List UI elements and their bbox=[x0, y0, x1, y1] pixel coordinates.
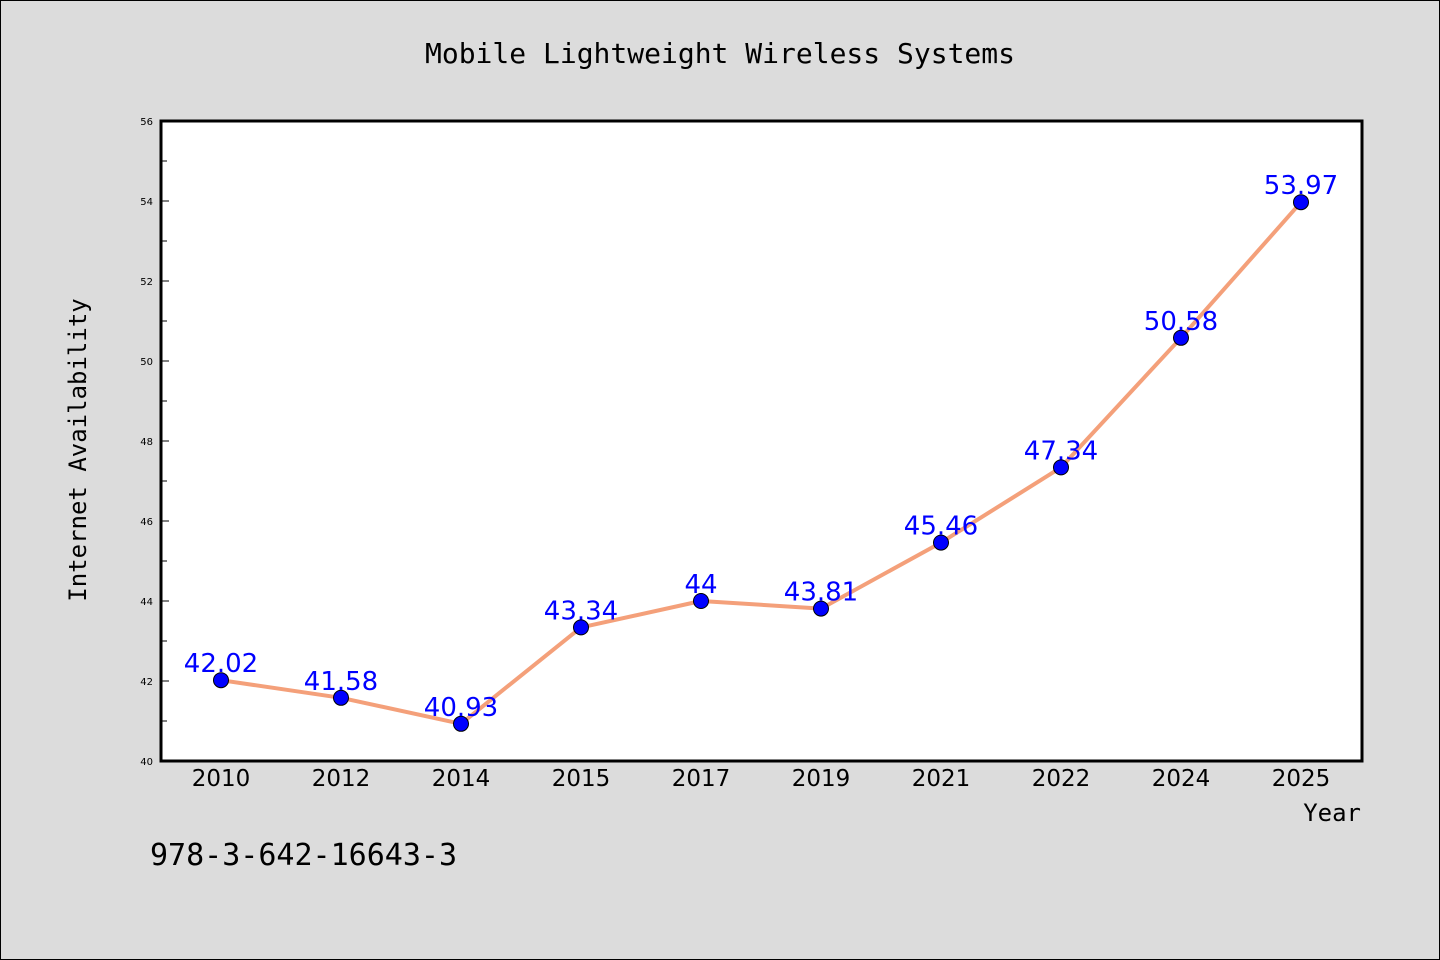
data-label: 53.97 bbox=[1264, 171, 1338, 201]
x-tick-label: 2012 bbox=[312, 766, 371, 792]
x-axis-ticks: 2010 2012 2014 2015 2017 2019 2021 2022 2024 2025 bbox=[192, 766, 1331, 792]
x-tick-label: 2015 bbox=[552, 766, 611, 792]
x-tick-label: 2025 bbox=[1272, 766, 1331, 792]
y-tick-label: 44 bbox=[140, 597, 153, 608]
x-tick-label: 2022 bbox=[1032, 766, 1091, 792]
y-axis-ticks: 40 42 44 46 48 50 52 54 56 bbox=[140, 117, 169, 768]
y-tick-label: 48 bbox=[140, 437, 153, 448]
data-label: 44 bbox=[684, 570, 717, 600]
data-point bbox=[453, 715, 469, 732]
y-tick-label: 46 bbox=[140, 517, 153, 528]
x-tick-label: 2024 bbox=[1152, 766, 1211, 792]
data-point bbox=[1053, 459, 1069, 476]
data-label: 43.34 bbox=[544, 596, 618, 626]
data-label: 43.81 bbox=[784, 578, 858, 608]
y-tick-label: 56 bbox=[140, 117, 153, 128]
chart-title: Mobile Lightweight Wireless Systems bbox=[425, 37, 1015, 70]
plot-area bbox=[159, 119, 1364, 763]
y-tick-label: 52 bbox=[140, 277, 153, 288]
data-label: 42.02 bbox=[184, 649, 258, 679]
y-axis-title: Internet Availability bbox=[64, 298, 92, 601]
data-point bbox=[573, 619, 589, 636]
x-tick-label: 2021 bbox=[912, 766, 971, 792]
y-tick-label: 42 bbox=[140, 677, 153, 688]
data-point bbox=[213, 672, 229, 689]
series-line bbox=[219, 200, 1303, 726]
y-tick-label: 54 bbox=[140, 197, 153, 208]
data-point bbox=[693, 593, 709, 609]
series-group: 42.02 41.58 40.93 43.34 44 43.81 45.46 47.34 50.… bbox=[184, 171, 1338, 732]
data-point bbox=[813, 600, 829, 617]
footer-code: 978-3-642-16643-3 bbox=[150, 838, 457, 873]
x-tick-label: 2014 bbox=[432, 766, 491, 792]
y-tick-label: 40 bbox=[140, 757, 153, 768]
data-label: 47.34 bbox=[1024, 436, 1098, 466]
data-label: 41.58 bbox=[304, 667, 378, 697]
x-tick-label: 2019 bbox=[792, 766, 851, 792]
data-point bbox=[333, 689, 349, 706]
x-axis-title: Year bbox=[1303, 799, 1361, 827]
data-point bbox=[933, 534, 949, 551]
data-point bbox=[1173, 329, 1189, 346]
y-tick-label: 50 bbox=[140, 357, 153, 368]
data-point bbox=[1293, 194, 1309, 211]
data-label: 40.93 bbox=[424, 693, 498, 723]
x-tick-label: 2010 bbox=[192, 766, 251, 792]
data-label: 50.58 bbox=[1144, 307, 1218, 337]
x-tick-label: 2017 bbox=[672, 766, 731, 792]
data-label: 45.46 bbox=[904, 512, 978, 542]
